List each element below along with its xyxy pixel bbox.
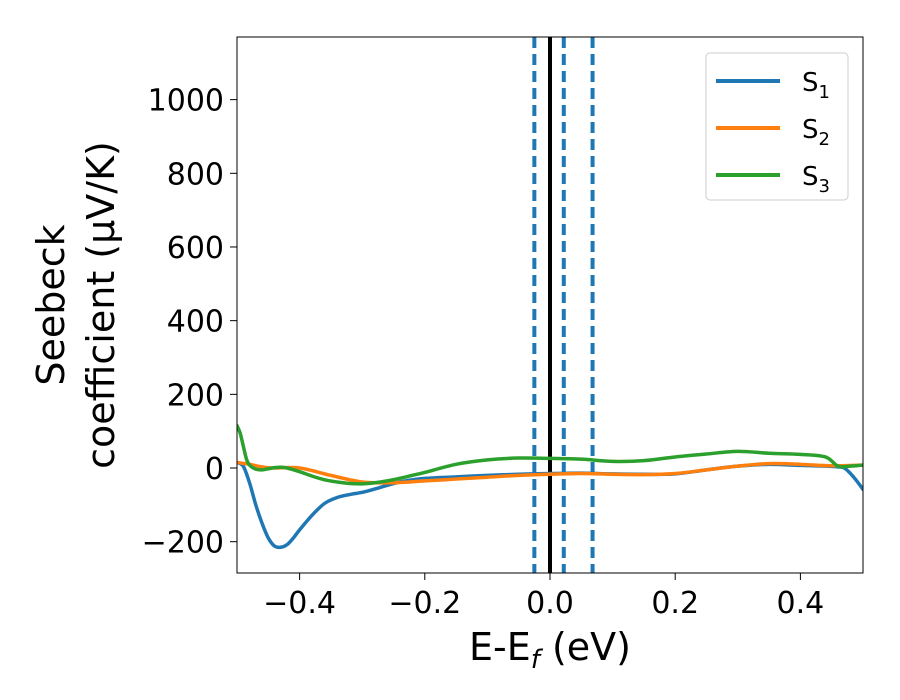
y-tick-label: 800	[167, 157, 224, 192]
y-tick-label: 600	[167, 231, 224, 266]
y-tick-label: 0	[205, 452, 224, 487]
y-tick-label: 200	[167, 378, 224, 413]
x-tick-label: 0.0	[526, 586, 574, 621]
x-axis-label: E-Ef (eV)	[469, 625, 631, 675]
x-tick-label: −0.4	[263, 586, 336, 621]
reference-lines	[532, 37, 595, 573]
legend-label-s3: S3	[802, 162, 830, 197]
series-lines	[237, 423, 863, 550]
y-tick-label: 400	[167, 305, 224, 340]
y-tick-label: −200	[142, 526, 224, 561]
legend-label-s1: S1	[802, 68, 830, 103]
legend-label-s2: S2	[802, 115, 830, 150]
x-axis: −0.4 −0.2 0.0 0.2 0.4	[263, 573, 824, 621]
y-axis-label: Seebeck coefficient (μV/K)	[29, 141, 123, 469]
series-line-s3	[237, 423, 863, 486]
x-tick-label: −0.2	[388, 586, 461, 621]
y-axis: −200 0 200 400 600 800 1000	[142, 84, 237, 561]
x-tick-label: 0.4	[777, 586, 825, 621]
legend: S1 S2 S3	[705, 52, 849, 201]
x-tick-label: 0.2	[651, 586, 699, 621]
y-tick-label: 1000	[148, 84, 224, 119]
